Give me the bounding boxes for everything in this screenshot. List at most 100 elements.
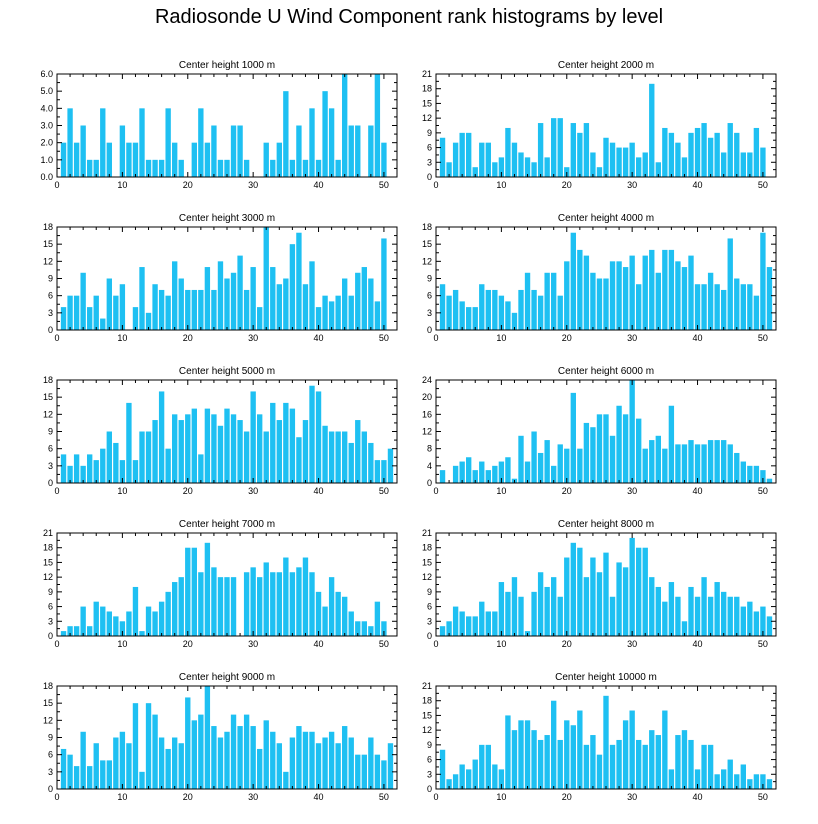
histogram-bar	[342, 726, 348, 789]
histogram-bar	[237, 420, 243, 483]
y-tick-label: 24	[422, 375, 432, 385]
histogram-bar	[603, 278, 609, 330]
y-tick-label: 0.0	[40, 172, 53, 182]
histogram-bar	[296, 726, 302, 789]
histogram-bar	[734, 278, 740, 330]
histogram-bar	[570, 392, 576, 483]
histogram-panel: Center height 7000 m 0 10 20 30 40 50 0 3 6 9 12 15 1…	[43, 519, 398, 649]
histogram-bar	[707, 137, 714, 177]
histogram-bar	[374, 74, 381, 177]
histogram-bar	[609, 142, 616, 177]
histogram-bar	[230, 714, 237, 789]
y-tick-label: 18	[422, 696, 432, 706]
histogram-bar	[622, 567, 629, 636]
histogram-bar	[466, 132, 472, 177]
y-tick-label: 21	[422, 681, 432, 691]
x-tick-label: 0	[433, 333, 438, 343]
histogram-bar	[642, 448, 648, 483]
histogram-bar	[87, 454, 93, 483]
histogram-bar	[309, 385, 315, 483]
y-tick-label: 3.0	[40, 121, 53, 131]
histogram-bar	[668, 405, 675, 483]
histogram-bar	[629, 142, 635, 177]
histogram-bar	[531, 730, 537, 789]
histogram-bar	[178, 743, 184, 789]
histogram-bar	[355, 272, 361, 330]
histogram-bar	[119, 125, 126, 177]
histogram-bar	[289, 408, 296, 483]
y-tick-label: 12	[422, 572, 432, 582]
histogram-bar	[165, 108, 171, 177]
histogram-bar	[191, 547, 197, 636]
histogram-bar	[73, 626, 80, 636]
histogram-bar	[466, 457, 472, 483]
histogram-bar	[688, 255, 694, 330]
histogram-bar	[557, 295, 563, 330]
histogram-bar	[459, 764, 465, 789]
histogram-bar	[315, 591, 322, 636]
histogram-bar	[649, 730, 655, 789]
x-tick-label: 50	[758, 180, 768, 190]
x-tick-label: 50	[758, 639, 768, 649]
histogram-bar	[577, 132, 583, 177]
histogram-bar	[302, 420, 309, 483]
histogram-bar	[296, 567, 302, 636]
histogram-bar	[296, 437, 302, 483]
histogram-bar	[211, 289, 217, 330]
histogram-bar	[87, 307, 93, 330]
y-tick-label: 5.0	[40, 86, 53, 96]
histogram-bar	[172, 737, 178, 789]
histogram-bar	[531, 591, 537, 636]
y-tick-label: 0	[427, 631, 432, 641]
histogram-bar	[387, 448, 394, 483]
histogram-bar	[622, 414, 629, 483]
histogram-bar	[283, 402, 289, 483]
x-tick-label: 0	[54, 333, 59, 343]
histogram-bar	[688, 739, 694, 789]
histogram-bar	[668, 582, 675, 636]
histogram-bar	[224, 731, 230, 789]
y-tick-label: 15	[422, 557, 432, 567]
histogram-bar	[126, 611, 132, 636]
histogram-bar	[446, 621, 452, 636]
histogram-bar	[675, 735, 681, 789]
y-tick-label: 9	[48, 733, 53, 743]
histogram-bar	[701, 577, 707, 636]
histogram-bar	[714, 440, 720, 483]
histogram-bar	[198, 572, 204, 636]
y-tick-label: 3	[427, 157, 432, 167]
histogram-bar	[335, 431, 341, 483]
x-tick-label: 30	[627, 333, 637, 343]
y-tick-label: 1.0	[40, 155, 53, 165]
y-tick-label: 3	[48, 461, 53, 471]
histogram-bar	[629, 255, 635, 330]
histogram-bar	[439, 470, 446, 483]
histogram-bar	[113, 442, 119, 483]
histogram-bar	[113, 737, 119, 789]
histogram-bar	[198, 108, 204, 177]
histogram-bar	[616, 405, 622, 483]
histogram-bar	[230, 125, 237, 177]
x-tick-label: 50	[379, 486, 389, 496]
histogram-bar	[60, 454, 67, 483]
histogram-bar	[537, 572, 544, 636]
histogram-bar	[126, 743, 132, 789]
histogram-bar	[551, 272, 557, 330]
histogram-bar	[158, 601, 165, 636]
histogram-bar	[165, 591, 171, 636]
histogram-bar	[100, 606, 106, 636]
x-tick-label: 0	[433, 639, 438, 649]
histogram-bar	[675, 444, 681, 483]
histogram-bar	[302, 284, 309, 330]
histogram-bar	[276, 420, 282, 483]
x-tick-label: 10	[117, 639, 127, 649]
histogram-bar	[328, 301, 335, 330]
histogram-bar	[681, 444, 688, 483]
histogram-bar	[322, 737, 328, 789]
x-tick-label: 0	[54, 180, 59, 190]
histogram-bar	[270, 159, 276, 177]
histogram-bar	[577, 249, 583, 330]
histogram-bar	[381, 238, 387, 330]
histogram-bar	[681, 267, 688, 330]
